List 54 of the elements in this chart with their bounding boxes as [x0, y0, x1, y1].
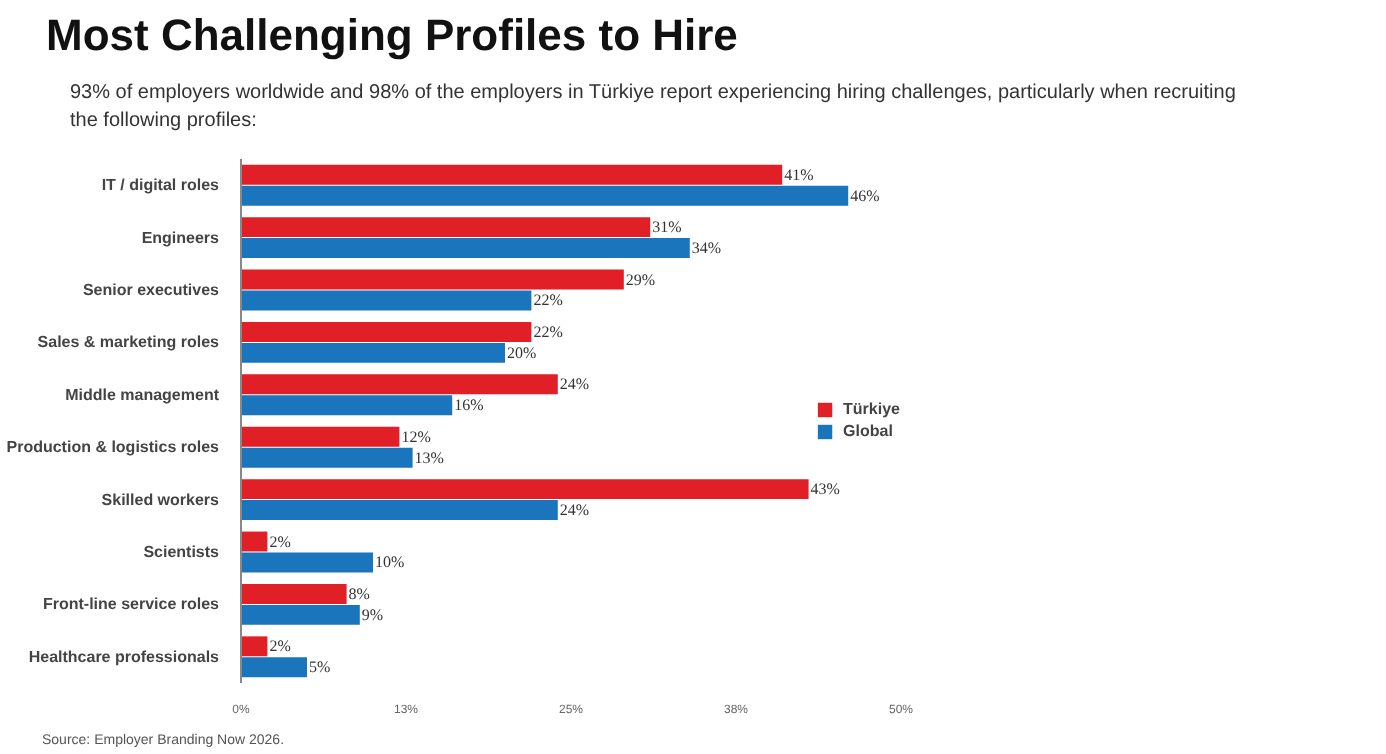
- bar: [241, 583, 347, 604]
- data-label: 12%: [401, 427, 432, 446]
- y-tick-label: Sales & marketing roles: [37, 333, 221, 352]
- y-tick-label: Front-line service roles: [42, 595, 221, 614]
- data-label: 9%: [361, 605, 384, 624]
- bar: [241, 500, 558, 521]
- data-label: 24%: [559, 375, 590, 394]
- bar: [241, 395, 453, 416]
- data-label: 20%: [507, 343, 537, 362]
- data-label: 24%: [559, 501, 590, 520]
- bar: [241, 531, 268, 552]
- data-label: 43%: [810, 480, 841, 499]
- data-label: 2%: [269, 532, 292, 551]
- data-label: 22%: [533, 322, 564, 341]
- bar: [241, 290, 532, 311]
- bar: [241, 479, 809, 500]
- data-label: 46%: [850, 186, 881, 205]
- data-label: 29%: [625, 270, 656, 289]
- data-label: 22%: [533, 291, 564, 310]
- data-label: 5%: [309, 658, 331, 677]
- bar: [241, 321, 532, 342]
- chart-title: Most Challenging Profiles to Hire: [46, 10, 738, 62]
- bar: [241, 657, 307, 678]
- y-tick-label: Scientists: [143, 543, 221, 561]
- bar: [241, 552, 373, 573]
- legend-label: Türkiye: [843, 400, 900, 418]
- data-label: 10%: [375, 553, 405, 572]
- y-tick-label: Production & logistics roles: [6, 438, 221, 457]
- data-label: 13%: [414, 448, 445, 467]
- data-label: 31%: [652, 218, 683, 237]
- bar: [241, 426, 400, 447]
- bar: [241, 185, 849, 206]
- y-tick-label: Engineers: [141, 228, 221, 247]
- data-label: 2%: [269, 637, 292, 656]
- y-tick-label: Skilled workers: [101, 490, 221, 509]
- bar: [241, 238, 690, 259]
- data-label: 34%: [691, 239, 722, 258]
- y-tick-label: Senior executives: [82, 281, 221, 299]
- bar: [241, 269, 624, 290]
- bar: [241, 374, 558, 395]
- y-tick-label: Healthcare professionals: [28, 647, 221, 666]
- chart-subtitle: 93% of employers worldwide and 98% of the employers in Türkiye report experiencing hiring challenges, particularly when recruiting the following profiles:: [70, 80, 1238, 136]
- data-label: 16%: [454, 396, 485, 415]
- bar: [241, 164, 783, 185]
- bar: [241, 447, 413, 468]
- y-tick-label: IT / digital roles: [101, 176, 221, 195]
- bar: [241, 217, 651, 238]
- legend-label: Global: [843, 422, 893, 440]
- y-tick-label: Middle management: [65, 385, 220, 404]
- bar: [241, 636, 268, 657]
- data-label: 8%: [348, 584, 371, 603]
- bar: [241, 342, 505, 363]
- data-label: 41%: [784, 165, 815, 184]
- bar: [241, 604, 360, 625]
